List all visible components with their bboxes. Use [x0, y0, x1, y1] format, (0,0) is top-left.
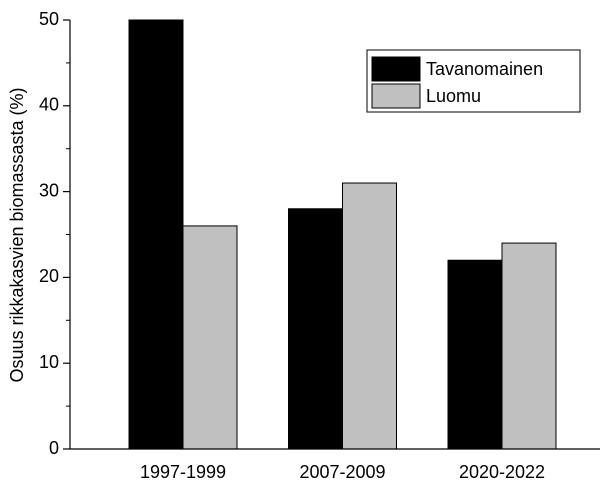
legend-swatch: [371, 56, 421, 82]
bar: [182, 225, 238, 450]
y-tick-label: 40: [39, 95, 59, 115]
bar: [501, 242, 557, 450]
y-tick-label: 50: [39, 9, 59, 29]
y-tick-label: 20: [39, 266, 59, 286]
y-tick-label: 30: [39, 180, 59, 200]
y-tick-label: 10: [39, 352, 59, 372]
legend: Tavanomainen Luomu: [366, 49, 581, 113]
x-tick-label: 1997-1999: [140, 462, 226, 482]
bar: [128, 19, 184, 450]
legend-label: Tavanomainen: [426, 59, 543, 79]
bar: [447, 259, 503, 450]
x-tick-label: 2020-2022: [459, 462, 545, 482]
bar: [342, 182, 397, 450]
legend-swatch: [371, 83, 421, 109]
y-axis-label: Osuus rikkakasvien biomassasta (%): [7, 87, 27, 382]
x-tick-label: 2007-2009: [299, 462, 385, 482]
bar: [288, 208, 343, 450]
y-tick-label: 0: [49, 438, 59, 458]
legend-label: Luomu: [426, 86, 481, 106]
